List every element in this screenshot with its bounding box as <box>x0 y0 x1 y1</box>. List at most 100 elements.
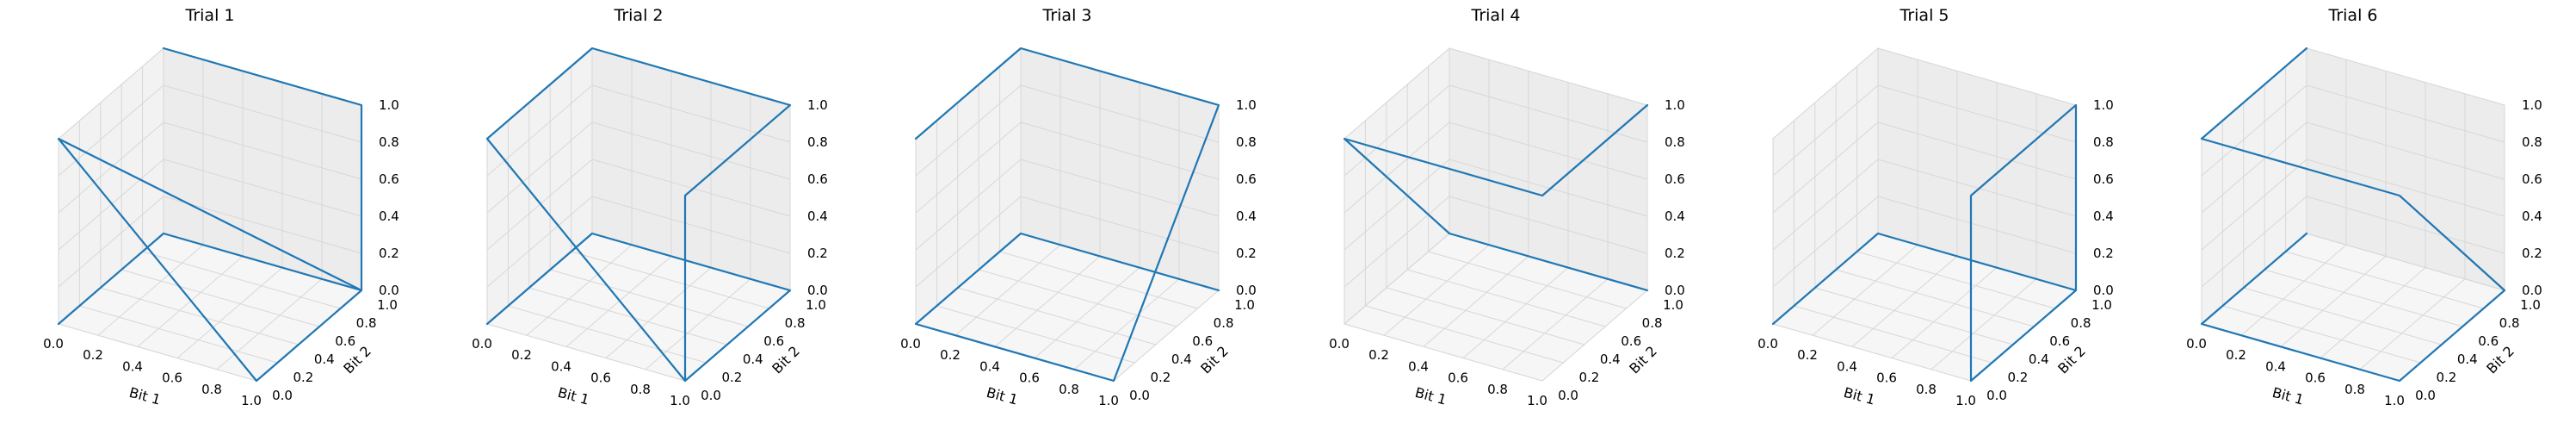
z-tick-label: 0.0 <box>2093 283 2114 298</box>
z-tick-label: 0.2 <box>2093 246 2114 261</box>
gridline <box>1344 121 1450 214</box>
gridline <box>1034 267 1140 358</box>
gridline <box>591 121 791 180</box>
gridline <box>2201 196 2307 288</box>
gridline <box>591 159 791 217</box>
y-tick-label: 0.6 <box>335 333 355 349</box>
subplot-title: Trial 6 <box>2328 6 2378 25</box>
series-path-1 <box>57 47 363 383</box>
gridline <box>1020 159 1220 217</box>
x-tick-label: 0.2 <box>1797 347 1818 363</box>
gridline <box>1423 256 1529 347</box>
series-path-1 <box>2200 47 2506 383</box>
y-tick-label: 0.4 <box>743 352 763 367</box>
subplot-title: Trial 5 <box>1900 6 1949 25</box>
z-tick-label: 0.6 <box>1665 171 1685 187</box>
gridline <box>79 305 278 364</box>
y-tick-label: 0.6 <box>763 333 784 349</box>
gridline <box>1772 121 1879 214</box>
z-tick-label: 0.4 <box>2522 209 2542 224</box>
gridline <box>1344 84 1450 177</box>
z-tick-label: 0.8 <box>2522 134 2542 150</box>
z-tick-label: 0.2 <box>379 246 399 261</box>
gridline <box>100 287 299 346</box>
subplot-2: Trial 20.00.20.40.60.81.0 0.00.20.40.60.8… <box>472 6 828 408</box>
gridline <box>58 323 257 382</box>
gridline <box>2201 159 2307 251</box>
subplot-title: Trial 4 <box>1471 6 1521 25</box>
gridline <box>1449 47 1648 106</box>
subplot-title: Trial 3 <box>1042 6 1092 25</box>
gridline <box>1344 159 1450 251</box>
y-tick-label: 0.2 <box>721 370 742 385</box>
x-tick-label: 0.4 <box>1408 358 1429 374</box>
gridline <box>1877 159 2077 217</box>
gridline <box>1407 269 1606 327</box>
gridline <box>999 251 1198 309</box>
gridline <box>954 244 1061 336</box>
z-tick-label: 0.6 <box>2093 171 2114 187</box>
x-tick-label: 0.4 <box>1837 358 1857 374</box>
z-tick-label: 0.0 <box>1665 283 1685 298</box>
y-tick-label: 0.0 <box>701 388 721 403</box>
x-tick-label: 0.8 <box>630 382 651 397</box>
gridline <box>2306 159 2505 217</box>
gridline <box>1851 256 1958 347</box>
z-tick-label: 0.0 <box>2522 283 2542 298</box>
gridline <box>1113 289 1220 382</box>
y-tick-label: 0.0 <box>1558 388 1578 403</box>
gridline <box>58 196 164 288</box>
gridline <box>526 244 633 336</box>
z-tick-label: 0.6 <box>1236 171 1257 187</box>
x-tick-label: 0.2 <box>2226 347 2246 363</box>
gridline <box>1541 289 1648 382</box>
gridline <box>1020 84 1220 143</box>
gridline <box>58 47 164 140</box>
x-tick-label: 0.2 <box>511 347 532 363</box>
gridline <box>97 244 204 336</box>
x-tick-label: 0.6 <box>1019 370 1040 386</box>
x-tick-label: 0.8 <box>1059 382 1079 397</box>
gridline <box>979 269 1177 327</box>
y-tick-label: 0.8 <box>785 315 806 331</box>
x-tick-label: 0.6 <box>590 370 611 386</box>
y-tick-label: 1.0 <box>1234 297 1255 313</box>
gridline <box>1428 251 1627 309</box>
x-tick-label: 0.2 <box>1368 347 1389 363</box>
z-tick-label: 0.4 <box>1236 209 1257 224</box>
gridline <box>936 305 1135 364</box>
x-tick-label: 0.6 <box>2305 370 2326 386</box>
gridline <box>2306 233 2505 291</box>
y-tick-label: 0.4 <box>2457 352 2478 367</box>
gridline <box>2201 84 2307 177</box>
x-tick-label: 0.8 <box>201 382 222 397</box>
gridline <box>994 256 1101 347</box>
gridline <box>1462 267 1569 358</box>
gridline <box>1812 244 1918 336</box>
gridline <box>486 196 593 288</box>
x-tick-label: 0.6 <box>162 370 182 386</box>
gridline <box>2222 305 2421 364</box>
x-axis-label: Bit 1 <box>2270 384 2306 408</box>
x-tick-label: 0.4 <box>979 358 1000 374</box>
z-tick-label: 0.8 <box>2093 134 2114 150</box>
x-tick-label: 0.0 <box>472 336 492 352</box>
z-tick-label: 0.2 <box>1665 246 1685 261</box>
y-tick-label: 0.2 <box>1578 370 1599 385</box>
y-tick-label: 0.2 <box>2436 370 2456 385</box>
z-tick-label: 0.0 <box>379 283 399 298</box>
gridline <box>915 121 1022 214</box>
gridline <box>2306 121 2505 180</box>
gridline <box>1344 233 1450 325</box>
z-tick-label: 1.0 <box>2522 97 2542 113</box>
gridline <box>1836 269 2035 327</box>
gridline <box>1386 287 1585 346</box>
gridline <box>1344 323 1543 382</box>
gridline <box>591 196 791 254</box>
gridline <box>1772 159 1879 251</box>
x-tick-label: 0.4 <box>551 358 571 374</box>
y-tick-label: 0.6 <box>2478 333 2499 349</box>
gridline <box>486 323 686 382</box>
y-tick-label: 0.6 <box>1192 333 1213 349</box>
